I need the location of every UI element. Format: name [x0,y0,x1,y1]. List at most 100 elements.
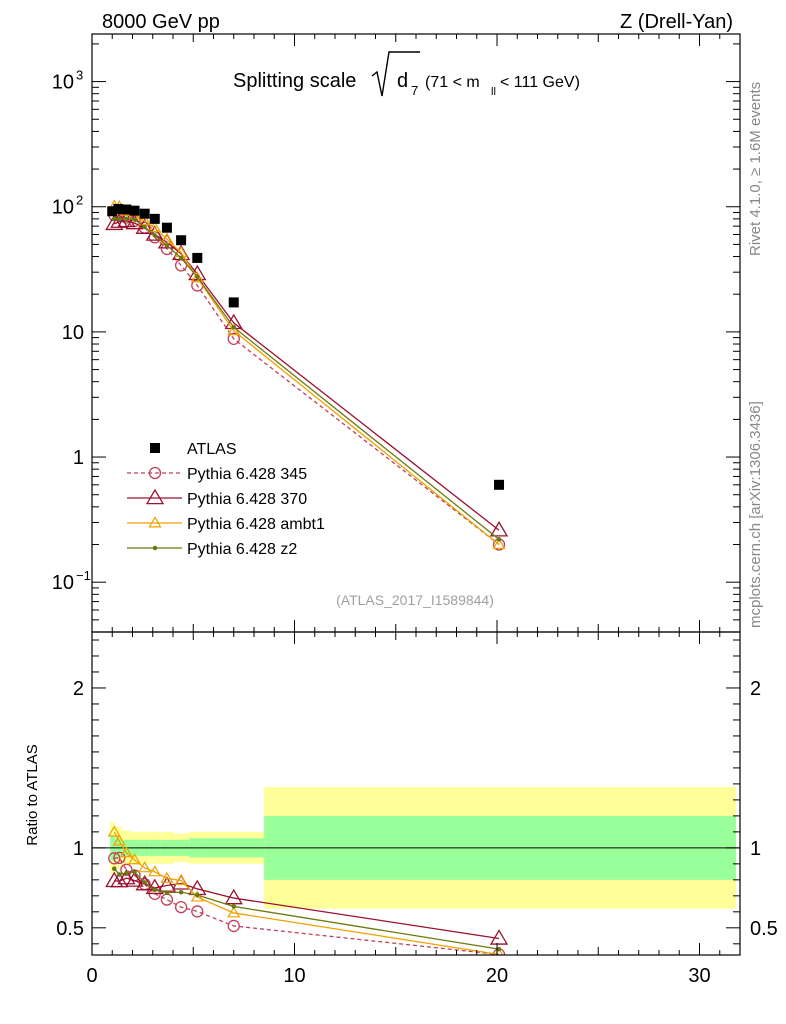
top-series-group [105,199,509,551]
data-layer [105,199,509,955]
ratio-point-0 [113,851,126,865]
legend-label-1: Pythia 6.428 370 [187,491,307,508]
series-point-0 [227,332,240,345]
series-point-1 [489,520,509,537]
data-point-atlas [107,206,118,217]
ratio-point-3 [164,890,170,895]
series-point-2 [148,221,162,233]
series-point-3 [164,243,170,248]
ratio-point-0 [227,919,240,933]
ratio-ylabel: Ratio to ATLAS [24,744,41,845]
y-tick-label-ratio-left: 0.5 [56,918,84,940]
series-point-3 [132,217,137,222]
series-point-3 [496,537,502,542]
ratio-point-2 [160,871,174,883]
ratio-point-3 [111,866,117,872]
legend: ATLAS Pythia 6.428 345 Pythia 6.428 370 Pyt… [127,441,325,558]
y-tick-label-top: 10 [52,72,74,94]
title-range-post: < 111 GeV) [500,74,580,91]
legend-marker-1 [145,488,165,505]
series-point-3 [117,216,122,222]
ratio-point-0 [174,900,188,914]
ratio-point-2 [127,853,142,865]
ratio-point-1 [117,868,136,885]
ratio-point-3 [178,889,184,895]
analysis-id: (ATLAS_2017_I1589844) [336,592,494,608]
data-point-atlas [121,204,132,215]
ratio-point-2 [112,834,126,846]
ratio-point-3 [496,946,502,952]
y-tick-label-top: 10 [62,322,84,344]
x-tick-label: 0 [86,965,97,987]
legend-label-2: Pythia 6.428 ambt1 [187,516,325,533]
series-point-3 [152,233,158,238]
ratio-point-1 [489,929,509,945]
data-point-atlas [228,297,239,308]
ratio-point-3 [231,904,237,909]
series-point-2 [190,271,204,283]
y-tick-label-ratio-left: 1 [73,838,84,860]
data-point-atlas [192,252,203,263]
ratio-point-3 [195,892,200,898]
ratio-point-2 [119,846,133,858]
series-point-1 [135,218,154,234]
ratio-point-2 [494,947,504,955]
ratio-line-2 [113,831,500,955]
series-point-1 [105,214,124,231]
ratio-point-3 [142,880,147,885]
y-tick-label-top: 10 [52,197,74,219]
series-point-3 [111,216,117,222]
series-point-3 [231,324,237,330]
ratio-point-3 [117,872,122,877]
ratio-bands [92,787,740,909]
y-tick-exponent: 2 [76,193,83,208]
y-tick-label-top: 10 [52,572,74,594]
legend-marker-3 [152,545,158,551]
rivet-label: Rivet 4.1.0, ≥ 1.6M events [747,82,764,256]
title-range-sub: ll [491,86,496,98]
y-tick-label-ratio-right: 0.5 [750,918,778,940]
legend-marker-atlas [150,443,160,453]
ratio-point-2 [148,865,162,877]
y-tick-exponent: −1 [76,568,91,583]
series-point-3 [142,224,147,230]
series-point-2 [492,537,506,549]
legend-label-atlas: ATLAS [187,441,237,458]
data-point-atlas [129,205,140,216]
y-tick-label-top: 1 [73,447,84,469]
y-tick-exponent: 3 [76,68,83,83]
y-tick-label-ratio-right: 1 [750,838,761,860]
series-point-3 [195,274,200,280]
ratio-point-1 [224,888,243,905]
legend-marker-0 [148,466,162,480]
sqrt-sign [371,51,420,97]
legend-marker-2 [148,516,162,528]
ratio-point-1 [135,874,154,891]
data-point-atlas [149,213,160,224]
mcplots-label: mcplots.cern.ch [arXiv:1306.3436] [747,401,764,628]
series-line-1 [114,220,500,531]
plot-title: Splitting scale d 7 (71 < m ll < 111 GeV… [233,51,580,98]
ratio-point-1 [110,871,129,888]
data-point-atlas [113,203,124,214]
ratio-point-2 [174,873,188,885]
title-main: Splitting scale [233,70,356,92]
series-point-2 [160,232,174,244]
ratio-point-0 [160,893,174,906]
header-left: 8000 GeV pp [102,11,220,33]
x-tick-label: 20 [486,965,508,987]
title-range-pre: (71 < m [425,74,480,91]
ratio-point-3 [152,887,158,893]
x-tick-label: 30 [688,965,710,987]
ratio-series-group [105,825,509,955]
ratio-point-0 [108,852,121,865]
ratio-point-3 [132,869,137,875]
y-tick-label-ratio-right: 2 [750,678,761,700]
series-point-3 [178,255,184,261]
ratio-point-2 [107,825,121,837]
data-point-atlas [139,208,150,219]
ratio-point-0 [191,905,204,918]
ratio-point-3 [124,870,129,876]
